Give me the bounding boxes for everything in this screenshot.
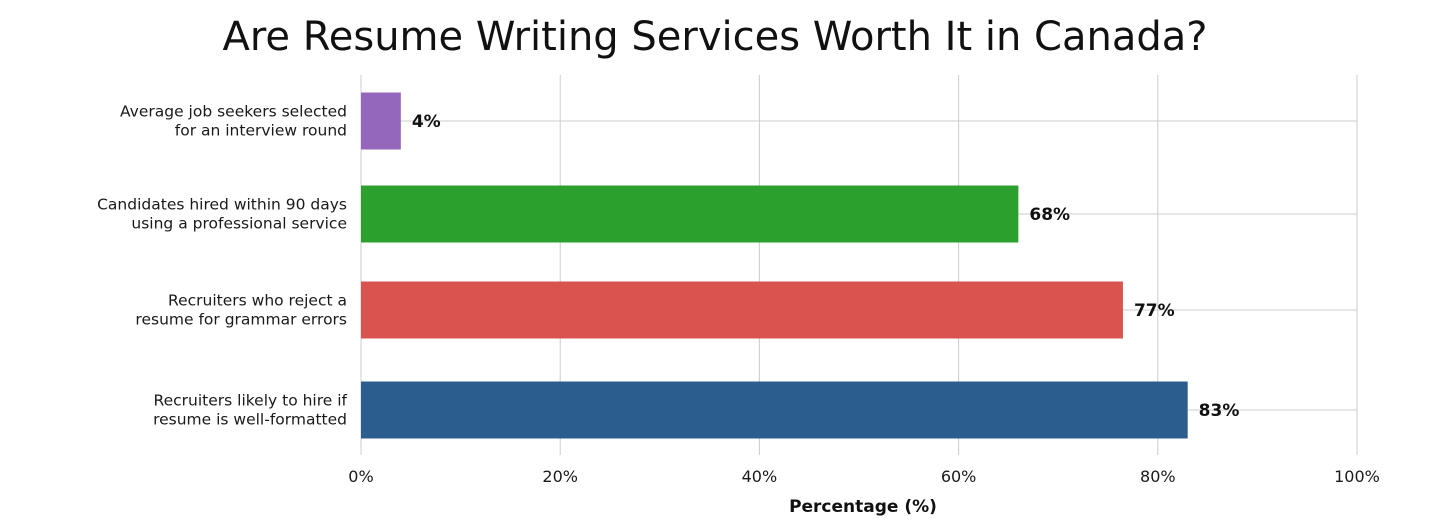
x-tick-label: 0% [348,467,373,486]
labels: 0% 20% 40% 60% 80% 100% 4% Average job seekers … [97,103,1380,487]
value-label: 77% [1134,301,1175,321]
category-label: Recruiters who reject a resume for gramma… [135,292,347,329]
x-tick-label: 80% [1140,467,1176,486]
chart-title: Are Resume Writing Services Worth It in … [222,14,1208,60]
x-axis-title: Percentage (%) [789,497,937,517]
category-label: Recruiters likely to hire if resume is we… [153,392,347,429]
x-tick-label: 20% [542,467,578,486]
bar [361,92,401,150]
bars [361,92,1188,439]
bar [361,381,1188,439]
bar [361,185,1019,243]
bar [361,281,1123,339]
category-label: Average job seekers selected for an inter… [120,103,347,140]
category-label: Candidates hired within 90 days using a p… [97,196,347,233]
x-tick-label: 40% [742,467,778,486]
x-tick-label: 60% [941,467,977,486]
value-label: 4% [412,112,441,132]
x-tick-label: 100% [1334,467,1380,486]
value-label: 83% [1199,401,1240,421]
value-label: 68% [1029,205,1070,225]
